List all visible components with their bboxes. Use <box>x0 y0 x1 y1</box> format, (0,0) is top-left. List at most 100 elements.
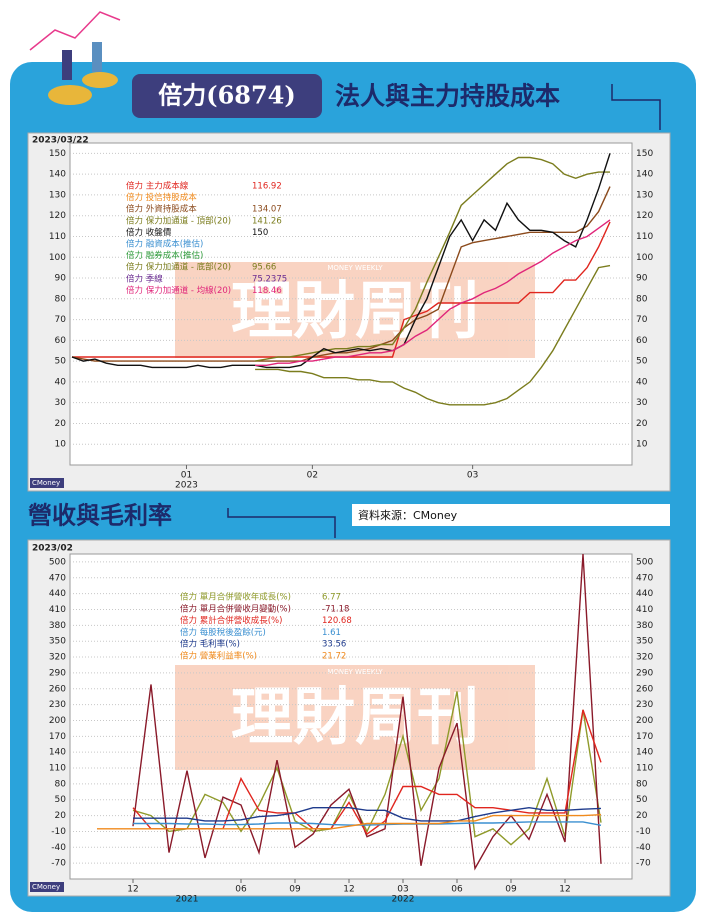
y-tick-label: 30 <box>55 398 67 408</box>
y2-tick-label: 30 <box>636 398 648 408</box>
y2-tick-label: 60 <box>636 336 648 346</box>
date-label: 2023/02 <box>32 544 73 554</box>
annotation: 2021 <box>176 895 199 905</box>
legend-entry: 倍力 營業利益率(%) <box>180 651 257 662</box>
y-tick-label: 260 <box>49 684 66 694</box>
legend-value: 116.92 <box>252 182 282 192</box>
watermark-en: MONEY WEEKLY <box>327 668 383 676</box>
y2-tick-label: 130 <box>636 190 653 200</box>
y-tick-label: 500 <box>49 557 66 567</box>
y-tick-label: 50 <box>55 357 67 367</box>
legend-entry: 倍力 融資成本(推估) <box>126 239 203 250</box>
x-tick-label: 09 <box>505 885 517 895</box>
legend-value: 141.26 <box>252 216 282 226</box>
y-tick-label: 120 <box>49 211 66 221</box>
legend-entry: 倍力 單月合併營收年成長(%) <box>180 592 291 603</box>
y2-tick-label: 140 <box>636 748 653 758</box>
legend-value: -71.18 <box>322 604 349 614</box>
y2-tick-label: 410 <box>636 605 653 615</box>
watermark-en: MONEY WEEKLY <box>327 264 383 272</box>
legend-value: 21.72 <box>322 652 346 662</box>
watermark2: 理財周刊 MONEY WEEKLY <box>175 665 535 770</box>
x-tick-label: 01 <box>181 471 192 481</box>
legend-value: 150 <box>252 228 268 238</box>
x-tick-label: 03 <box>467 471 478 481</box>
x-tick-label: 03 <box>397 885 408 895</box>
legend-value: 134.07 <box>252 205 282 215</box>
y-tick-label: -40 <box>51 843 66 853</box>
title-box <box>132 74 322 118</box>
title-rule <box>611 84 661 130</box>
y-tick-label: 20 <box>55 419 67 429</box>
legend-value: 95.66 <box>252 263 276 273</box>
x-tick-label: 12 <box>127 885 138 895</box>
series-line <box>133 806 602 822</box>
y-tick-label: 80 <box>55 294 67 304</box>
legend-entry: 倍力 保力加通道 - 頂部(20) <box>126 215 231 226</box>
series-line <box>97 814 602 830</box>
chart1-plot <box>69 142 633 466</box>
y2-tick-label: 20 <box>636 419 648 429</box>
y2-tick-label: 320 <box>636 653 653 663</box>
y2-tick-label: 290 <box>636 668 653 678</box>
y-tick-label: 10 <box>55 440 67 450</box>
y2-tick-label: 50 <box>636 795 648 805</box>
y-tick-label: 410 <box>49 605 66 615</box>
source-box <box>352 504 670 526</box>
legend-entry: 倍力 保力加通道 - 均線(20) <box>126 285 231 296</box>
legend-value: 6.77 <box>322 593 341 603</box>
y-tick-label: 100 <box>49 253 66 263</box>
legend-entry: 倍力 外資持股成本 <box>126 204 197 215</box>
series-line <box>132 691 602 846</box>
y-tick-label: 470 <box>49 573 66 583</box>
y-tick-label: 150 <box>49 149 66 159</box>
y2-tick-label: 500 <box>636 557 653 567</box>
y-tick-label: -70 <box>51 859 66 869</box>
y2-tick-label: 470 <box>636 573 653 583</box>
y2-tick-label: 140 <box>636 170 653 180</box>
legend-entry: 倍力 累計合併營收成長(%) <box>180 615 282 626</box>
y-tick-label: 350 <box>49 637 66 647</box>
y2-tick-label: 50 <box>636 357 648 367</box>
legend-entry: 倍力 投信持股成本 <box>126 192 197 203</box>
y-tick-label: 110 <box>49 764 66 774</box>
y-tick-label: 70 <box>55 315 67 325</box>
watermark: 理財周刊 <box>231 680 479 753</box>
series-line <box>255 219 611 366</box>
series-line <box>132 553 602 871</box>
y2-tick-label: 170 <box>636 732 653 742</box>
section-rule <box>227 508 336 538</box>
y-tick-label: -10 <box>51 827 66 837</box>
legend-entry: 倍力 保力加通道 - 底部(20) <box>126 262 231 273</box>
y-tick-label: 110 <box>49 232 66 242</box>
y-tick-label: 80 <box>55 779 67 789</box>
y2-tick-label: 380 <box>636 621 653 631</box>
y2-tick-label: 200 <box>636 716 653 726</box>
y2-tick-label: 110 <box>636 764 653 774</box>
logo-box <box>30 882 64 892</box>
watermark: 理財周刊 <box>231 274 479 347</box>
series-line <box>255 264 611 406</box>
source: 資料來源：CMoney <box>358 508 458 522</box>
y-tick-label: 290 <box>49 668 66 678</box>
y2-tick-label: 440 <box>636 589 653 599</box>
legend-value: 1.61 <box>322 628 341 638</box>
y2-tick-label: 110 <box>636 232 653 242</box>
legend-entry: 倍力 每股稅後盈餘(元) <box>180 627 266 638</box>
section-title: 營收與毛利率 <box>28 501 172 530</box>
company: 倍力(6874) <box>158 81 296 110</box>
y2-tick-label: 260 <box>636 684 653 694</box>
y2-tick-label: 100 <box>636 253 653 263</box>
illustration <box>29 11 121 105</box>
annotation: 2023 <box>175 481 198 491</box>
y2-tick-label: 230 <box>636 700 653 710</box>
y-tick-label: 140 <box>49 170 66 180</box>
y2-tick-label: 10 <box>636 440 648 450</box>
y-tick-label: 230 <box>49 700 66 710</box>
y-tick-label: 200 <box>49 716 66 726</box>
legend-entry: 倍力 單月合併營收月變動(%) <box>180 603 291 614</box>
y2-tick-label: 80 <box>636 779 648 789</box>
legend-entry: 倍力 融券成本(推估) <box>126 250 203 261</box>
y-tick-label: 60 <box>55 336 67 346</box>
